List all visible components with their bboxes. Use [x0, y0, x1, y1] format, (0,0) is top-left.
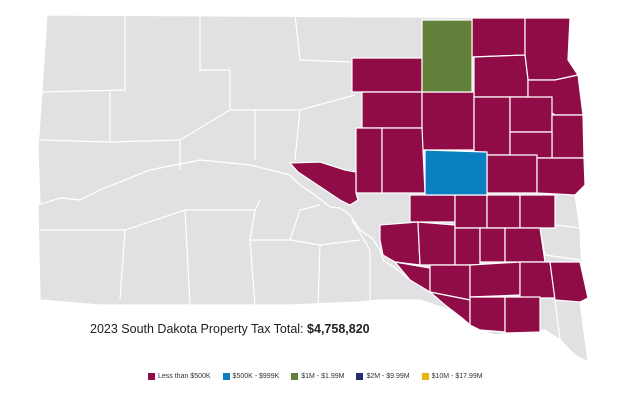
legend-swatch — [291, 373, 299, 380]
total-label: 2023 South Dakota Property Tax Total: — [90, 322, 304, 336]
legend-label: $1M - $1.99M — [301, 373, 345, 380]
legend-item-less-than-500k: Less than $500K — [148, 373, 211, 380]
legend-swatch — [148, 373, 155, 380]
legend-item-500k-999k: $500K - $999K — [222, 373, 280, 380]
legend-item-10m-1799m: $10M - $17.99M — [421, 373, 483, 380]
legend-label: Less than $500K — [158, 373, 211, 380]
legend-label: $10M - $17.99M — [431, 373, 483, 380]
counties-less-than-500k — [288, 17, 589, 334]
county-lines — [39, 14, 581, 341]
total-value: $4,758,820 — [307, 322, 370, 336]
legend-label: $500K - $999K — [232, 373, 280, 380]
county-500k-999k — [424, 149, 488, 196]
legend-swatch — [222, 373, 230, 380]
county-1m-199m — [421, 19, 473, 93]
legend-label: $2M - $9.99M — [366, 373, 410, 380]
map-legend: Less than $500K $500K - $999K $1M - $1.9… — [148, 373, 483, 380]
legend-swatch — [421, 373, 429, 380]
property-tax-total: 2023 South Dakota Property Tax Total: $4… — [90, 322, 370, 336]
legend-swatch — [356, 373, 364, 380]
legend-item-2m-999m: $2M - $9.99M — [356, 373, 410, 380]
legend-item-1m-199m: $1M - $1.99M — [291, 373, 344, 380]
